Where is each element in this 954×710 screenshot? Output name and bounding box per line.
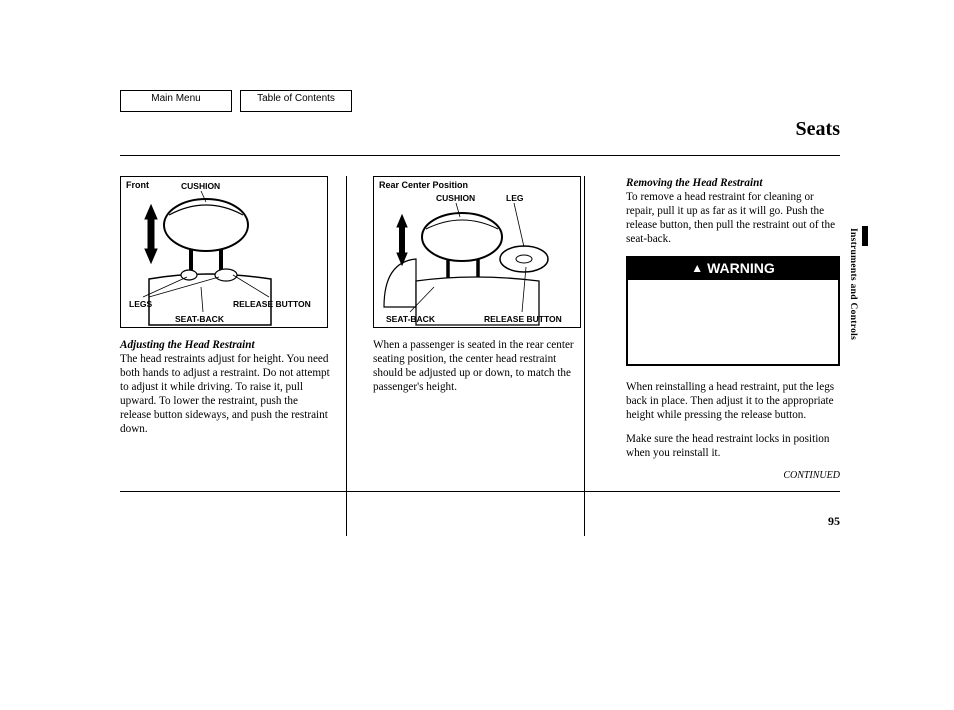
warning-header: ▲ WARNING <box>628 258 838 280</box>
col1-text: Adjusting the Head Restraint The head re… <box>120 338 331 436</box>
label-seat-back: SEAT-BACK <box>175 314 224 325</box>
removing-body: To remove a head restraint for cleaning … <box>626 191 835 245</box>
content-columns: Front CUSHION LEGS RELEASE BUTTON SEAT-B… <box>120 176 840 483</box>
column-separator <box>584 176 585 536</box>
label-seat-back: SEAT-BACK <box>386 314 435 325</box>
continued-label: CONTINUED <box>626 470 840 483</box>
label-release: RELEASE BUTTON <box>484 314 562 325</box>
column-1: Front CUSHION LEGS RELEASE BUTTON SEAT-B… <box>120 176 331 483</box>
label-cushion: CUSHION <box>436 193 475 204</box>
main-menu-button[interactable]: Main Menu <box>120 90 232 112</box>
warning-triangle-icon: ▲ <box>691 261 703 276</box>
nav-bar: Main Menu Table of Contents <box>120 90 840 112</box>
section-tab-marker <box>862 226 868 246</box>
adjusting-heading: Adjusting the Head Restraint <box>120 339 255 351</box>
adjusting-body: The head restraints adjust for height. Y… <box>120 353 330 435</box>
label-leg: LEG <box>506 193 523 204</box>
diagram-title: Rear Center Position <box>379 180 468 191</box>
rear-headrest-diagram: Rear Center Position CUSHION LEG SEAT-BA… <box>373 176 581 328</box>
column-3: Removing the Head Restraint To remove a … <box>626 176 840 483</box>
page-title: Seats <box>120 118 840 141</box>
label-release: RELEASE BUTTON <box>233 299 311 310</box>
manual-page: Main Menu Table of Contents Seats Instru… <box>120 90 840 529</box>
col3-p1: Removing the Head Restraint To remove a … <box>626 176 840 246</box>
col3-p3: Make sure the head restraint locks in po… <box>626 432 840 460</box>
label-cushion: CUSHION <box>181 181 220 192</box>
warning-box: ▲ WARNING <box>626 256 840 366</box>
warning-label: WARNING <box>707 260 775 278</box>
col2-body: When a passenger is seated in the rear c… <box>373 338 584 394</box>
column-separator <box>346 176 347 536</box>
col3-p2: When reinstalling a head restraint, put … <box>626 380 840 422</box>
toc-button[interactable]: Table of Contents <box>240 90 352 112</box>
removing-heading: Removing the Head Restraint <box>626 177 762 189</box>
section-tab-label: Instruments and Controls <box>848 228 858 340</box>
page-number: 95 <box>120 514 840 529</box>
label-legs: LEGS <box>129 299 152 310</box>
diagram-title: Front <box>126 180 149 191</box>
header-rule <box>120 155 840 156</box>
front-headrest-diagram: Front CUSHION LEGS RELEASE BUTTON SEAT-B… <box>120 176 328 328</box>
footer-rule <box>120 491 840 492</box>
headrest-rear-svg <box>374 177 580 327</box>
column-2: Rear Center Position CUSHION LEG SEAT-BA… <box>373 176 584 483</box>
